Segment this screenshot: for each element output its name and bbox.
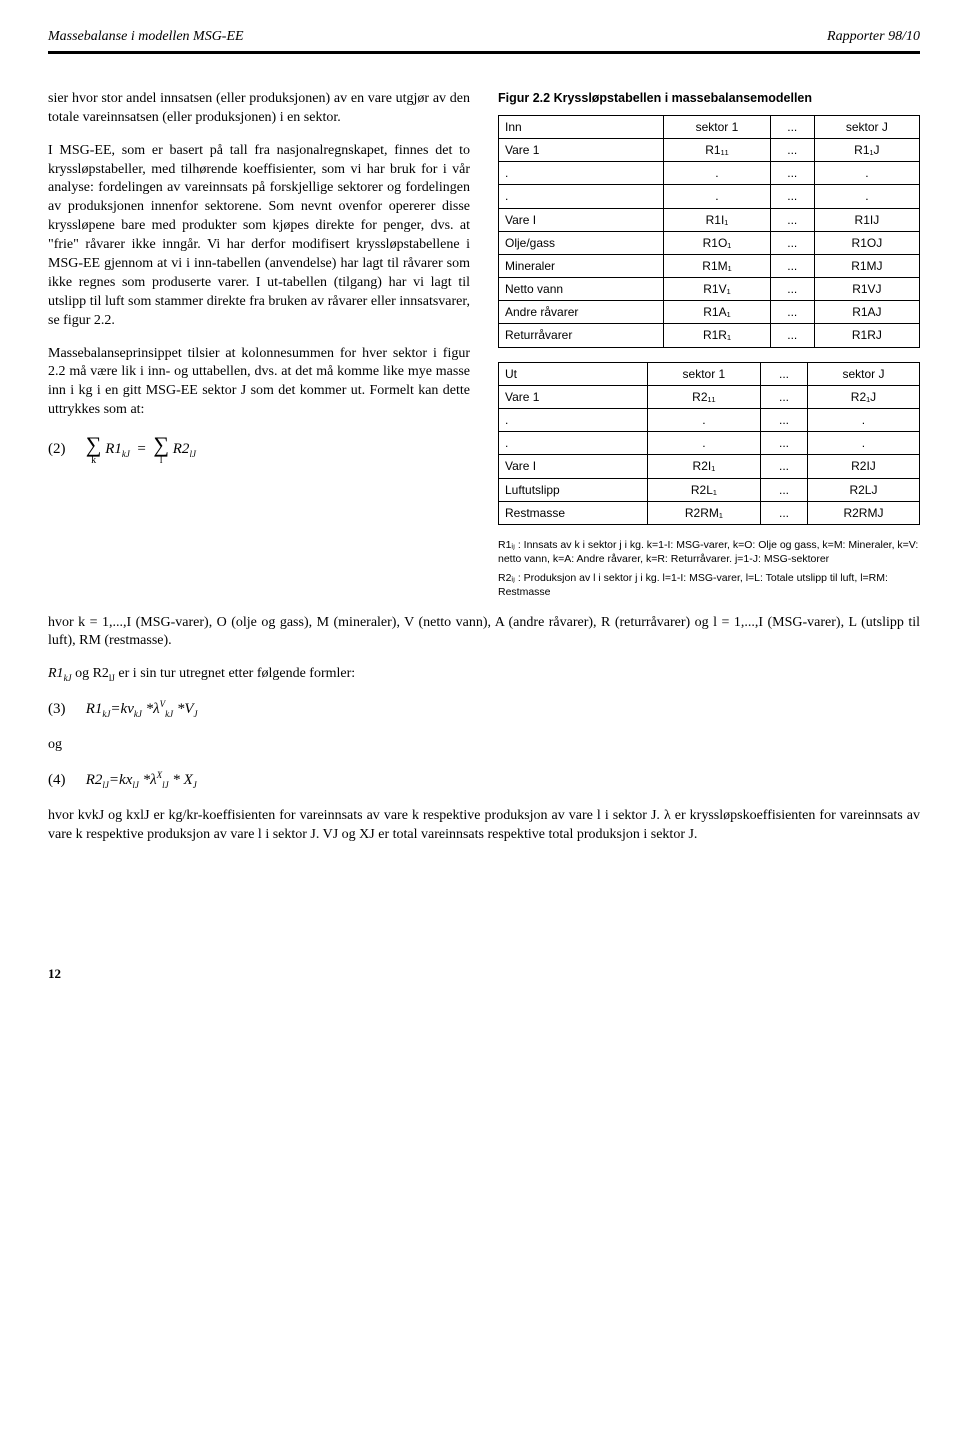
figure-title: Figur 2.2 Kryssløpstabellen i massebalan… (498, 90, 920, 107)
table-row: RestmasseR2RM₁...R2RMJ (499, 501, 920, 524)
para-3: Massebalanseprinsippet tilsier at kolonn… (48, 345, 470, 421)
running-head-left: Massebalanse i modellen MSG-EE (48, 28, 244, 47)
og-label: og (48, 736, 920, 755)
caption-1: R1ᵢⱼ : Innsats av k i sektor j i kg. k=1… (498, 539, 920, 566)
equation-2: (2) ∑k R1kJ = ∑l R2lJ (48, 434, 470, 465)
table-row: Vare IR1I₁...R1IJ (499, 208, 920, 231)
para-5: R1kJ og R2lJ er i sin tur utregnet etter… (48, 665, 920, 684)
table-row: Vare 1R2₁₁...R2₁J (499, 385, 920, 408)
header-rule (48, 51, 920, 54)
eq2-num: (2) (48, 439, 82, 459)
para-4: hvor k = 1,...,I (MSG-varer), O (olje og… (48, 614, 920, 652)
sum-left: ∑k (86, 434, 102, 465)
table-row: ...... (499, 409, 920, 432)
running-head-right: Rapporter 98/10 (827, 28, 920, 47)
table-row: ...... (499, 432, 920, 455)
table-row: Inn sektor 1 ... sektor J (499, 115, 920, 138)
para-2: I MSG-EE, som er basert på tall fra nasj… (48, 142, 470, 331)
page-number: 12 (48, 965, 920, 983)
table-row: ReturråvarerR1R₁...R1RJ (499, 324, 920, 347)
equation-4: (4) R2lJ=kxlJ *λXlJ * XJ (48, 769, 920, 791)
table-row: Netto vannR1V₁...R1VJ (499, 278, 920, 301)
equation-3: (3) R1kJ=kvkJ *λVkJ *VJ (48, 698, 920, 720)
table-row: ...... (499, 185, 920, 208)
table-row: ...... (499, 162, 920, 185)
left-column: sier hvor stor andel innsatsen (eller pr… (48, 90, 470, 606)
table-row: Vare 1R1₁₁...R1₁J (499, 138, 920, 161)
right-column: Figur 2.2 Kryssløpstabellen i massebalan… (498, 90, 920, 606)
caption-2: R2ᵢⱼ : Produksjon av l i sektor j i kg. … (498, 572, 920, 599)
table-inn: Inn sektor 1 ... sektor J Vare 1R1₁₁...R… (498, 115, 920, 348)
eq2-lhs: R1 (105, 441, 122, 457)
table-row: Andre råvarerR1A₁...R1AJ (499, 301, 920, 324)
table-row: Olje/gassR1O₁...R1OJ (499, 231, 920, 254)
table-ut: Ut sektor 1 ... sektor J Vare 1R2₁₁...R2… (498, 362, 920, 525)
para-1: sier hvor stor andel innsatsen (eller pr… (48, 90, 470, 128)
table-row: Ut sektor 1 ... sektor J (499, 362, 920, 385)
table-row: MineralerR1M₁...R1MJ (499, 254, 920, 277)
para-6: hvor kvkJ og kxlJ er kg/kr-koeffisienten… (48, 807, 920, 845)
sum-right: ∑l (153, 434, 169, 465)
table-row: LuftutslippR2L₁...R2LJ (499, 478, 920, 501)
eq2-rhs: R2 (173, 441, 190, 457)
table-row: Vare IR2I₁...R2IJ (499, 455, 920, 478)
